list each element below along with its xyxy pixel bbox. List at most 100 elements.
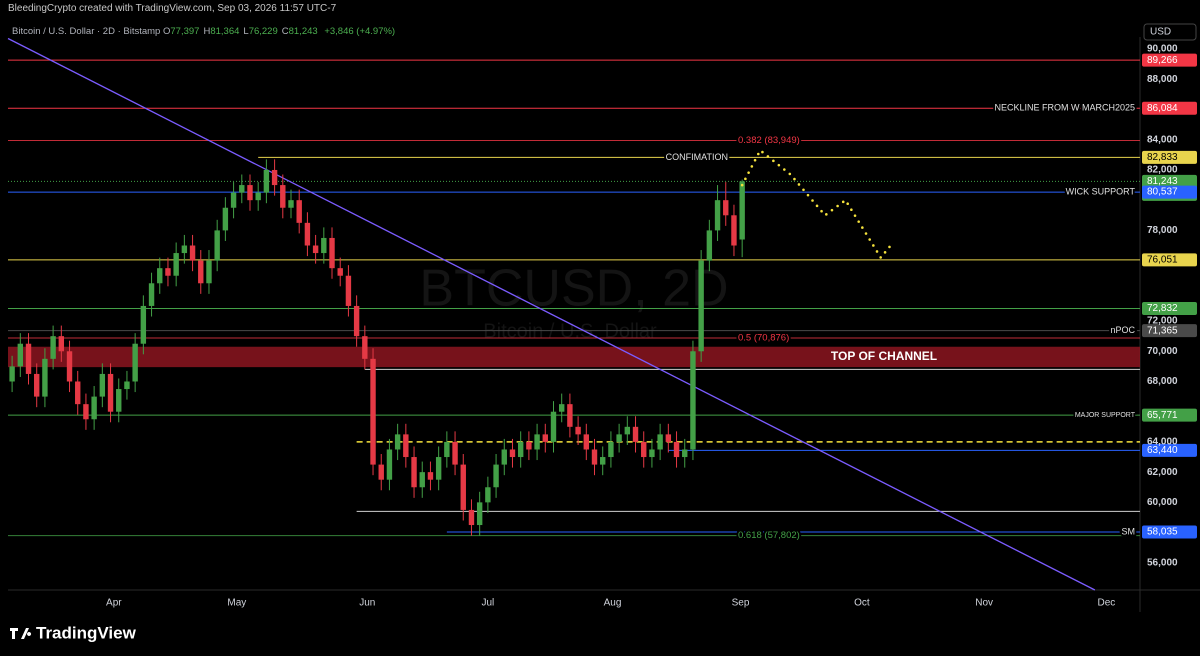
- zone-label: TOP OF CHANNEL: [831, 349, 937, 363]
- price-label-box: [1142, 101, 1197, 115]
- fib-label: 0.5 (70,876): [738, 333, 789, 344]
- y-tick-label: 84,000: [1147, 134, 1178, 145]
- candle-body: [394, 434, 401, 450]
- candle-body: [657, 434, 663, 450]
- candle-body: [526, 441, 532, 450]
- candle-body: [641, 441, 647, 458]
- watermark-symbol: BTCUSD, 2D: [419, 260, 728, 318]
- credit: BleedingCrypto created with TradingView.…: [8, 3, 337, 14]
- candle-body: [206, 260, 212, 284]
- y-tick-label: 70,000: [1147, 346, 1178, 357]
- candle-body: [198, 260, 204, 284]
- candle-body: [66, 351, 73, 382]
- candle-body: [706, 230, 713, 261]
- candle-body: [452, 441, 458, 465]
- x-tick-label: Aug: [604, 598, 622, 609]
- candle-body: [558, 404, 565, 412]
- trendline: [7, 37, 1096, 591]
- price-label-box: [1142, 525, 1197, 539]
- candle-body: [230, 192, 237, 208]
- candle-body: [337, 268, 343, 276]
- candle-body: [723, 200, 729, 216]
- candle-body: [280, 185, 286, 208]
- candle-body: [731, 215, 737, 246]
- ohlc-key: L: [243, 26, 249, 37]
- candle-body: [460, 464, 466, 510]
- watermark-name: Bitcoin / U.S. Dollar: [483, 320, 657, 342]
- price-label: 80,537: [1147, 187, 1178, 198]
- candle-body: [99, 373, 106, 397]
- x-tick-label: Oct: [854, 598, 870, 609]
- candle-body: [124, 381, 130, 390]
- y-tick-label: 64,000: [1147, 437, 1178, 448]
- axis-layer: 89,26686,08482,83381,24305:02:0780,53776…: [106, 23, 1197, 609]
- candle-body: [673, 441, 680, 458]
- currency: USD: [1150, 27, 1171, 38]
- y-tick-label: 90,000: [1147, 44, 1178, 55]
- y-tick-label: 78,000: [1147, 225, 1178, 236]
- ohlc-value: 81,243: [288, 26, 318, 37]
- y-tick-label: 62,000: [1147, 467, 1178, 478]
- lines-layer: [7, 37, 1140, 591]
- symbol: Bitcoin / U.S. Dollar · 2D · Bitstamp: [12, 26, 161, 37]
- candle-body: [370, 358, 376, 465]
- fib-label: 0.382 (83,949): [738, 135, 800, 146]
- candle-body: [25, 343, 32, 374]
- y-tick-label: 56,000: [1147, 557, 1178, 568]
- candle-body: [296, 200, 302, 223]
- candle-body: [58, 336, 65, 352]
- candle-body: [165, 268, 171, 276]
- tradingview-logo: TradingView: [10, 623, 137, 642]
- candle-body: [419, 472, 425, 488]
- candle-body: [222, 207, 229, 231]
- price-label-box: [1142, 150, 1197, 164]
- level-note: SM: [1122, 526, 1136, 536]
- candle-body: [362, 336, 368, 359]
- candle-body: [214, 230, 220, 261]
- symbol-legend: Bitcoin / U.S. Dollar · 2D · Bitstamp O7…: [12, 26, 395, 37]
- ohlc-value: 76,229: [248, 26, 278, 37]
- candle-body: [501, 449, 507, 465]
- candle-body: [517, 441, 524, 458]
- y-tick-label: 82,000: [1147, 165, 1178, 176]
- price-label: 89,266: [1147, 55, 1178, 66]
- candle-body: [567, 404, 573, 427]
- logo-icon: [10, 628, 32, 639]
- candle-body: [132, 343, 138, 382]
- y-tick-label: 88,000: [1147, 74, 1178, 85]
- candle-body: [239, 185, 245, 193]
- candle-body: [304, 222, 311, 246]
- candle-body: [435, 457, 442, 480]
- candle-body: [34, 373, 40, 397]
- ohlc-key: H: [203, 26, 211, 37]
- candle-body: [255, 192, 261, 201]
- candle-body: [542, 434, 548, 442]
- ohlc-value: 81,364: [210, 26, 240, 37]
- candle-body: [75, 381, 81, 405]
- price-label: 65,771: [1147, 410, 1178, 421]
- candle-body: [411, 457, 417, 488]
- candle-body: [624, 426, 631, 435]
- price-label: 76,051: [1147, 254, 1178, 265]
- price-label: 82,833: [1147, 152, 1178, 163]
- level-note: MAJOR SUPPORT: [1075, 412, 1136, 419]
- level-note: WICK SUPPORT: [1066, 186, 1136, 196]
- price-label: 86,084: [1147, 103, 1178, 114]
- candle-body: [329, 237, 335, 269]
- price-label: 58,035: [1147, 527, 1178, 538]
- candle-body: [591, 449, 598, 465]
- fib-label: 0.618 (57,802): [738, 530, 800, 541]
- candle-body: [263, 169, 270, 193]
- price-label-box: [1142, 301, 1197, 315]
- x-tick-label: Apr: [106, 598, 122, 609]
- level-note: NECKLINE FROM W MARCH2025: [994, 103, 1135, 113]
- price-label: 63,440: [1147, 445, 1178, 456]
- candle-body: [9, 366, 15, 382]
- price-label-box: [1142, 408, 1197, 422]
- candle-body: [575, 426, 581, 435]
- candle-body: [690, 351, 696, 450]
- candle-body: [271, 169, 278, 186]
- change: +3,846 (+4.97%): [324, 26, 396, 37]
